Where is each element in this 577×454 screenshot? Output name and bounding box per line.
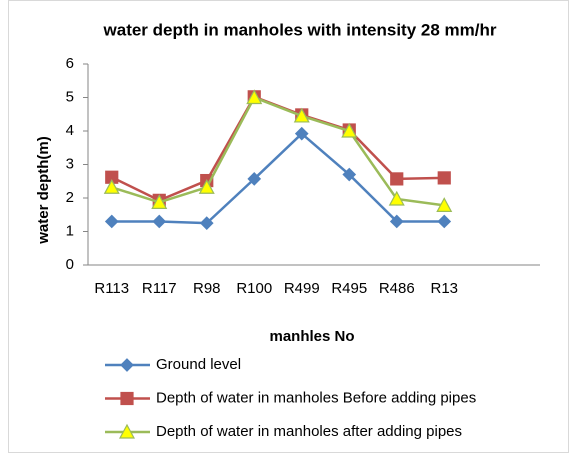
y-tick-label: 6 — [66, 55, 74, 72]
x-tick-label: R486 — [379, 280, 415, 297]
x-tick-label: R499 — [284, 280, 320, 297]
chart-title: water depth in manholes with intensity 2… — [103, 20, 497, 39]
data-point — [436, 197, 453, 212]
series-line — [111, 95, 445, 207]
chart-frame — [8, 0, 569, 453]
y-tick-label: 3 — [66, 155, 74, 172]
data-point — [247, 172, 262, 186]
x-tick-label: R100 — [236, 280, 272, 297]
y-tick-label: 4 — [66, 122, 74, 139]
data-point — [390, 172, 404, 186]
data-point — [198, 179, 215, 194]
x-axis-label: manhles No — [269, 328, 354, 345]
x-tick-label: R98 — [193, 280, 221, 297]
y-axis-label: water depth(m) — [35, 136, 52, 245]
legend-label: Depth of water in manholes Before adding… — [156, 389, 476, 406]
data-point — [342, 167, 357, 182]
legend-label: Ground level — [156, 356, 241, 373]
data-point — [199, 216, 214, 230]
data-point — [437, 171, 451, 185]
legend-marker — [120, 358, 134, 372]
y-tick-label: 0 — [66, 256, 74, 273]
data-point — [152, 214, 167, 229]
x-tick-label: R13 — [430, 280, 458, 297]
data-point — [389, 214, 404, 229]
x-tick-label: R113 — [94, 280, 129, 297]
y-tick-label: 1 — [66, 222, 74, 239]
y-tick-label: 2 — [66, 189, 74, 206]
data-point — [437, 214, 452, 229]
legend-marker — [118, 423, 136, 439]
series-line — [111, 131, 445, 225]
x-tick-label: R117 — [142, 280, 177, 297]
data-point — [294, 126, 309, 141]
legend-marker — [120, 391, 134, 406]
y-tick-label: 5 — [66, 88, 74, 105]
data-point — [293, 107, 310, 123]
data-point — [104, 214, 119, 229]
data-point — [246, 89, 263, 105]
legend-label: Depth of water in manholes after adding … — [156, 423, 462, 440]
data-point — [103, 179, 120, 194]
data-point — [388, 190, 405, 206]
x-tick-label: R495 — [331, 280, 367, 297]
data-point — [151, 194, 168, 209]
data-point — [341, 122, 358, 138]
